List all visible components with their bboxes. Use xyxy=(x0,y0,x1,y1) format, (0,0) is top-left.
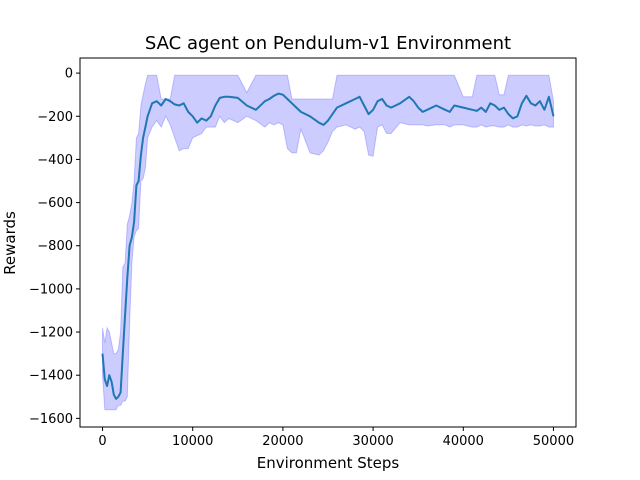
y-axis-title: Rewards xyxy=(1,211,19,275)
y-tick-label: 0 xyxy=(65,67,73,82)
x-tick-label: 50000 xyxy=(533,434,574,449)
y-tick-label: −400 xyxy=(37,153,73,168)
plot-clipped-group xyxy=(101,74,555,411)
confidence-band-0 xyxy=(102,74,554,411)
x-axis: 0 10000 20000 30000 40000 50000 xyxy=(98,427,574,449)
x-tick-label: 20000 xyxy=(262,434,303,449)
plot-area xyxy=(101,74,555,411)
y-tick-label: −200 xyxy=(37,110,73,125)
y-tick-label: −1400 xyxy=(29,369,73,384)
y-tick-label: −800 xyxy=(37,239,73,254)
reward-line-0 xyxy=(101,92,555,400)
axes-frame xyxy=(79,57,577,428)
y-tick-label: −1200 xyxy=(29,326,73,341)
y-tick-label: −1000 xyxy=(29,282,73,297)
x-tick-label: 0 xyxy=(98,434,106,449)
x-tick-label: 30000 xyxy=(352,434,393,449)
x-tick-label: 40000 xyxy=(443,434,484,449)
x-tick-label: 10000 xyxy=(172,434,213,449)
y-tick-label: −1600 xyxy=(29,412,73,427)
y-axis: 0 −200 −400 −600 −800 −1000 −1200 −1400 −1600 xyxy=(29,67,80,427)
x-axis-title: Environment Steps xyxy=(257,454,400,472)
y-tick-label: −600 xyxy=(37,196,73,211)
chart-title: SAC agent on Pendulum-v1 Environment xyxy=(145,33,511,54)
